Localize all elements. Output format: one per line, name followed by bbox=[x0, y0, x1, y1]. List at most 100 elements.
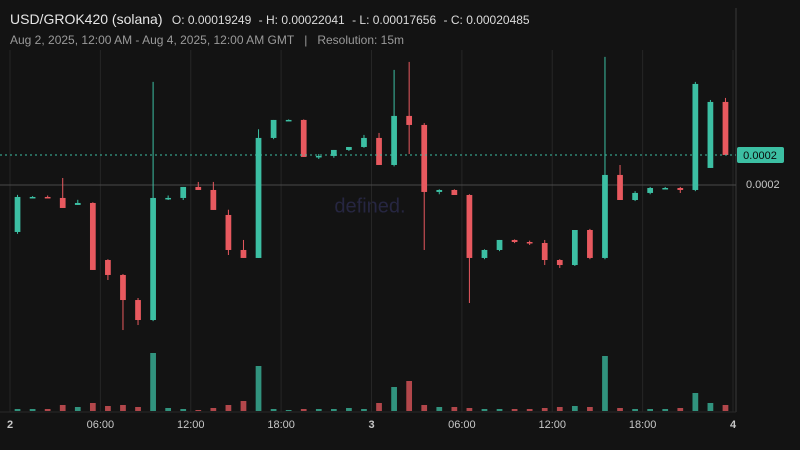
volume-bar bbox=[602, 356, 608, 411]
ohlc-value: 0.00017656 bbox=[372, 13, 437, 27]
candle-body bbox=[180, 186, 187, 198]
candle-body bbox=[632, 192, 638, 200]
volume-bar bbox=[556, 407, 563, 411]
candle-body bbox=[195, 186, 202, 190]
volume-bar bbox=[496, 409, 503, 411]
volume-bar bbox=[105, 406, 111, 411]
candle-body bbox=[662, 187, 669, 190]
candle-body bbox=[120, 274, 126, 301]
volume-bar bbox=[571, 406, 578, 411]
volume-bar bbox=[89, 403, 96, 411]
ohlc-label: - C: bbox=[443, 13, 463, 27]
ohlc-2: - L: 0.00017656 bbox=[352, 13, 436, 27]
x-tick-label: 3 bbox=[368, 419, 374, 431]
x-tick-label: 18:00 bbox=[267, 419, 295, 431]
candle-body bbox=[105, 260, 111, 275]
candle-body bbox=[511, 239, 518, 243]
candle-body bbox=[74, 202, 81, 205]
volume-bar bbox=[29, 409, 36, 411]
candle-body bbox=[165, 197, 172, 200]
candle-body bbox=[210, 189, 217, 210]
ohlc-0: O: 0.00019249 bbox=[172, 13, 251, 27]
resolution: Resolution: 15m bbox=[317, 33, 405, 47]
x-tick-label: 4 bbox=[730, 419, 737, 431]
volume-bar bbox=[330, 409, 337, 411]
ohlc-3: - C: 0.00020485 bbox=[444, 13, 530, 27]
volume-bar bbox=[376, 403, 382, 411]
chart-title: USD/GROK420 (solana) bbox=[10, 11, 163, 27]
candle-body bbox=[361, 137, 367, 147]
volume-bar bbox=[300, 409, 307, 411]
volume-bar bbox=[406, 381, 413, 411]
candle-body bbox=[496, 239, 503, 250]
volume-bar bbox=[526, 409, 533, 411]
ohlc-value: 0.00020485 bbox=[466, 13, 530, 27]
candle-body bbox=[677, 187, 684, 190]
volume-bar bbox=[165, 408, 172, 411]
ohlc-value: 0.00019249 bbox=[187, 13, 252, 27]
volume-bar bbox=[14, 409, 21, 411]
x-tick-label: 2 bbox=[7, 419, 13, 431]
volume-bar bbox=[44, 409, 51, 411]
candle-body bbox=[707, 101, 714, 168]
volume-bar bbox=[74, 407, 81, 411]
volume-bar bbox=[255, 366, 262, 411]
volume-bar bbox=[285, 410, 292, 411]
ohlc-label: - L: bbox=[352, 13, 370, 27]
volume-bar bbox=[346, 408, 352, 411]
last-price-label: 0.0002 bbox=[743, 150, 777, 162]
volume-bar bbox=[541, 408, 548, 411]
candle-body bbox=[150, 197, 156, 321]
subheader: Aug 2, 2025, 12:00 AM - Aug 4, 2025, 12:… bbox=[10, 33, 404, 47]
candle-body bbox=[451, 189, 458, 195]
x-tick-label: 18:00 bbox=[629, 419, 657, 431]
watermark: defined. bbox=[334, 195, 405, 217]
candle-body bbox=[44, 196, 51, 199]
candle-body bbox=[556, 260, 563, 266]
volume-bar bbox=[421, 405, 428, 411]
volume-bar bbox=[707, 403, 714, 411]
subtitle: Aug 2, 2025, 12:00 AM - Aug 4, 2025, 12:… bbox=[10, 33, 295, 47]
ohlc-label: O: bbox=[171, 13, 185, 27]
candle-body bbox=[602, 174, 608, 258]
x-tick-label: 12:00 bbox=[177, 419, 205, 431]
ohlc-label: - H: bbox=[258, 13, 278, 27]
candle-body bbox=[376, 137, 382, 165]
volume-bar bbox=[270, 409, 277, 411]
volume-bar bbox=[59, 405, 66, 411]
candle-body bbox=[300, 119, 307, 157]
volume-bar bbox=[225, 405, 232, 411]
volume-bar bbox=[180, 409, 187, 411]
volume-bar bbox=[150, 353, 156, 411]
volume-bar bbox=[662, 409, 669, 411]
volume-bar bbox=[240, 401, 247, 411]
candle-body bbox=[571, 230, 578, 266]
volume-bar bbox=[135, 407, 141, 411]
candle-body bbox=[315, 155, 322, 158]
volume-bar bbox=[210, 408, 217, 411]
separator: | bbox=[304, 33, 308, 47]
candle-body bbox=[240, 249, 247, 258]
candle-body bbox=[330, 149, 337, 156]
ohlc-1: - H: 0.00022041 bbox=[259, 13, 345, 27]
volume-bar bbox=[617, 408, 623, 411]
candle-body bbox=[225, 214, 232, 250]
volume-bar bbox=[466, 408, 473, 411]
candle-body bbox=[617, 174, 623, 200]
volume-bar bbox=[315, 409, 322, 411]
candle-body bbox=[391, 115, 397, 165]
volume-bar bbox=[722, 405, 729, 411]
candle-body bbox=[285, 119, 292, 122]
candle-body bbox=[481, 249, 488, 258]
volume-bar bbox=[692, 393, 699, 411]
candle-body bbox=[587, 230, 593, 258]
candle-body bbox=[89, 202, 96, 270]
volume-bar bbox=[647, 409, 654, 411]
volume-bar bbox=[587, 407, 593, 411]
ohlc-value: 0.00022041 bbox=[281, 13, 345, 27]
candle-body bbox=[722, 101, 729, 155]
x-tick-label: 06:00 bbox=[448, 419, 476, 431]
volume-bar bbox=[481, 409, 488, 411]
volume-bar bbox=[120, 405, 126, 411]
